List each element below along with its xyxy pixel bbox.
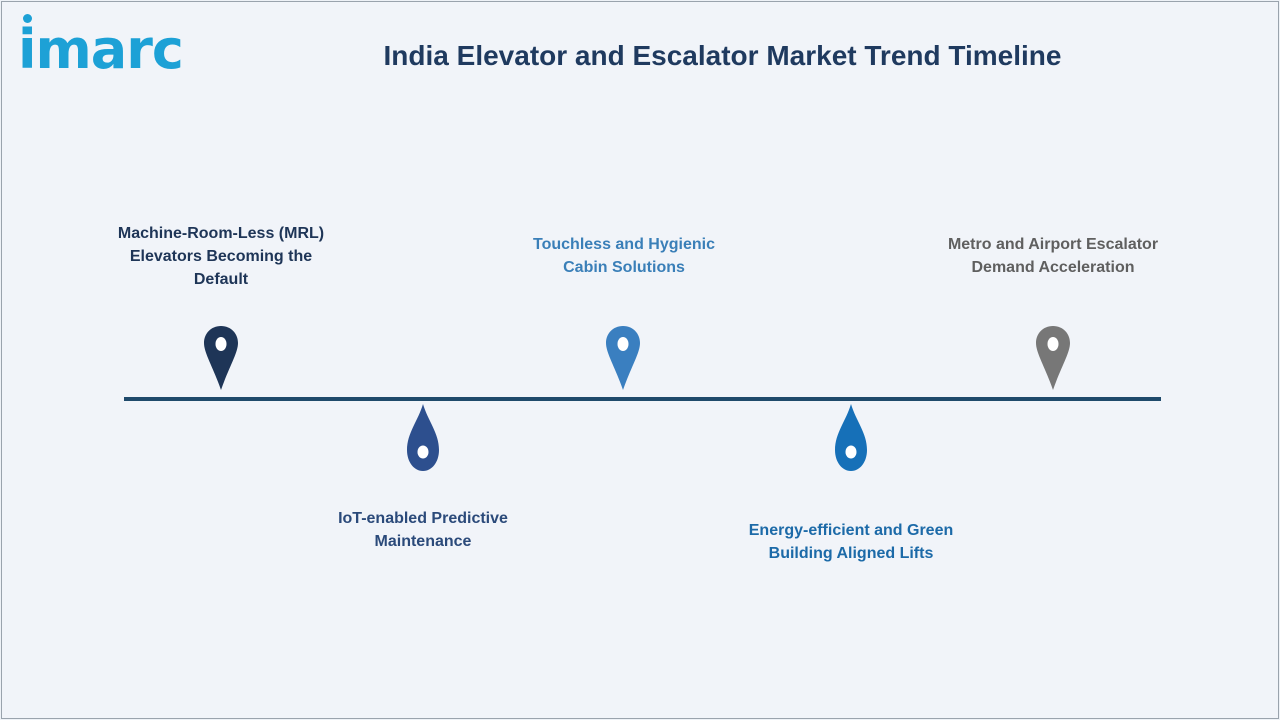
milestone-label-4: Energy-efficient and Green Building Alig… <box>748 522 954 562</box>
milestone-label-5: Metro and Airport Escalator Demand Accel… <box>947 236 1159 276</box>
drop-shape-4 <box>835 404 867 471</box>
map-pin-icon <box>1036 326 1070 390</box>
map-pin-icon <box>204 326 238 390</box>
imarc-logo: imarc <box>18 14 208 82</box>
pin-shape-1 <box>204 326 238 390</box>
milestone-label-1: Machine-Room-Less (MRL) Elevators Becomi… <box>117 225 325 288</box>
water-drop-icon <box>407 404 439 471</box>
milestone-label-3: Touchless and Hygienic Cabin Solutions <box>533 236 715 276</box>
timeline-line <box>124 397 1161 401</box>
milestone-label-2: IoT-enabled Predictive Maintenance <box>338 510 508 550</box>
map-pin-icon <box>606 326 640 390</box>
logo-dot <box>23 14 32 23</box>
pin-shape-3 <box>606 326 640 390</box>
page-title: India Elevator and Escalator Market Tren… <box>383 40 1062 71</box>
water-drop-icon <box>835 404 867 471</box>
pin-shape-5 <box>1036 326 1070 390</box>
drop-shape-2 <box>407 404 439 471</box>
logo-text: imarc <box>18 18 184 81</box>
